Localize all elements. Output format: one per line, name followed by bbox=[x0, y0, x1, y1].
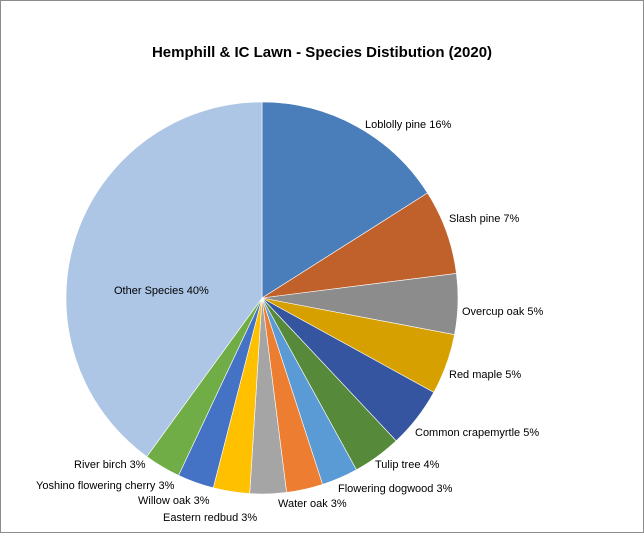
slice-label-water-oak: Water oak 3% bbox=[278, 498, 347, 510]
slice-label-river-birch: River birch 3% bbox=[74, 459, 146, 471]
slice-label-eastern-redbud: Eastern redbud 3% bbox=[163, 512, 257, 524]
slice-label-red-maple: Red maple 5% bbox=[449, 369, 521, 381]
pie-slices bbox=[65, 101, 459, 495]
pie-slice-loblolly-pine bbox=[261, 101, 428, 299]
slice-label-overcup-oak: Overcup oak 5% bbox=[462, 306, 544, 318]
chart-title: Hemphill & IC Lawn - Species Distibution… bbox=[151, 44, 493, 61]
slice-label-flowering-dogwood: Flowering dogwood 3% bbox=[338, 483, 453, 495]
slice-label-common-crapemyrtle: Common crapemyrtle 5% bbox=[415, 427, 539, 439]
slice-label-other-species: Other Species 40% bbox=[114, 285, 209, 297]
slice-label-slash-pine: Slash pine 7% bbox=[449, 213, 520, 225]
slice-label-loblolly-pine: Loblolly pine 16% bbox=[365, 119, 451, 131]
slice-label-yoshino-flowering-cherry: Yoshino flowering cherry 3% bbox=[36, 480, 175, 492]
pie-slice-other-species bbox=[65, 101, 263, 457]
slice-label-tulip-tree: Tulip tree 4% bbox=[375, 459, 440, 471]
pie-labels: Loblolly pine 16% Slash pine 7% Overcup oa… bbox=[36, 119, 544, 524]
slice-label-willow-oak: Willow oak 3% bbox=[138, 495, 210, 507]
